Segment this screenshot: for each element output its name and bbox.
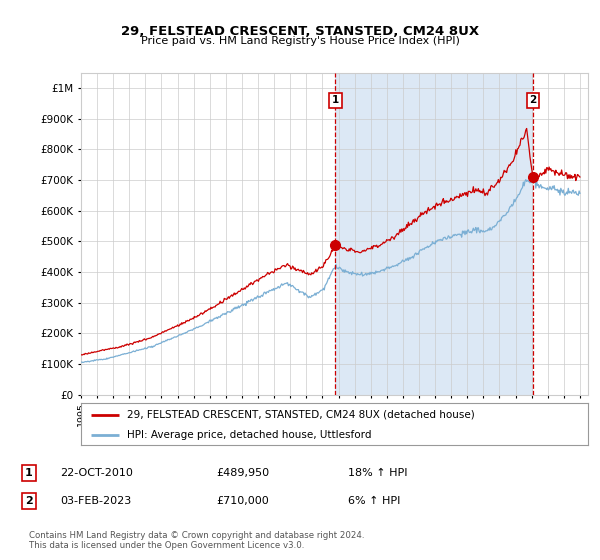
Text: 29, FELSTEAD CRESCENT, STANSTED, CM24 8UX (detached house): 29, FELSTEAD CRESCENT, STANSTED, CM24 8U… — [127, 410, 475, 420]
Text: 22-OCT-2010: 22-OCT-2010 — [60, 468, 133, 478]
Text: 03-FEB-2023: 03-FEB-2023 — [60, 496, 131, 506]
Text: £710,000: £710,000 — [216, 496, 269, 506]
Text: 6% ↑ HPI: 6% ↑ HPI — [348, 496, 400, 506]
Text: Price paid vs. HM Land Registry's House Price Index (HPI): Price paid vs. HM Land Registry's House … — [140, 36, 460, 46]
Text: 29, FELSTEAD CRESCENT, STANSTED, CM24 8UX: 29, FELSTEAD CRESCENT, STANSTED, CM24 8U… — [121, 25, 479, 38]
Bar — [335, 73, 533, 395]
Text: HPI: Average price, detached house, Uttlesford: HPI: Average price, detached house, Uttl… — [127, 430, 371, 440]
Text: 1: 1 — [332, 95, 339, 105]
Text: 18% ↑ HPI: 18% ↑ HPI — [348, 468, 407, 478]
Text: 2: 2 — [25, 496, 32, 506]
Text: 1: 1 — [25, 468, 32, 478]
Text: 2: 2 — [529, 95, 536, 105]
Text: £489,950: £489,950 — [216, 468, 269, 478]
Text: Contains HM Land Registry data © Crown copyright and database right 2024.
This d: Contains HM Land Registry data © Crown c… — [29, 530, 364, 550]
